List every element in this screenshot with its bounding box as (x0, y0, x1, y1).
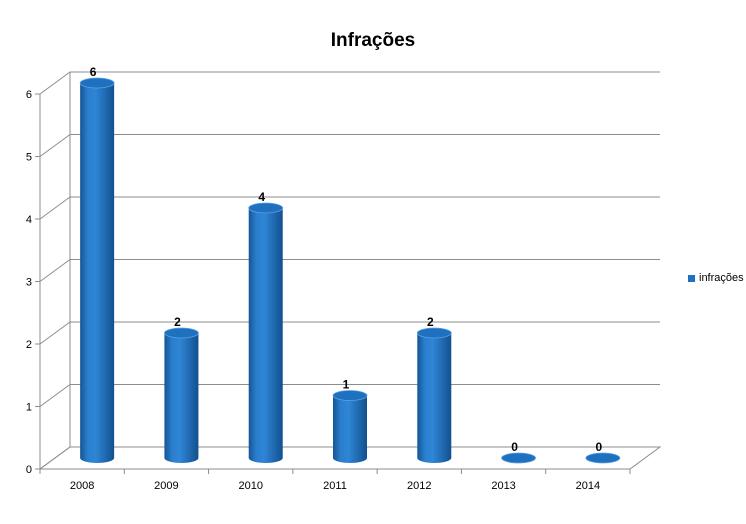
data-label: 1 (343, 378, 350, 392)
y-tick-label: 0 (26, 464, 32, 476)
chart-data-labels: 6 2 4 1 2 0 0 (90, 65, 603, 454)
x-tick-label: 2014 (576, 480, 600, 492)
bar-2014 (585, 452, 621, 464)
chart-bars (79, 77, 621, 464)
bar-2010 (248, 202, 284, 463)
data-label: 2 (174, 315, 181, 329)
gridline-side-1 (39, 384, 71, 407)
x-tick-label: 2011 (323, 480, 347, 492)
bar-2009 (164, 327, 199, 463)
x-tick-label: 2009 (154, 480, 178, 492)
bar-top (79, 77, 115, 89)
bar-2013 (501, 452, 536, 464)
legend: infrações (688, 272, 744, 284)
bar-top (416, 327, 452, 339)
x-tick-label: 2013 (491, 480, 515, 492)
bar-top (585, 452, 621, 464)
y-tick-label: 5 (26, 152, 32, 164)
bar-top (501, 452, 536, 464)
y-tick-label: 4 (26, 214, 32, 226)
gridline-side-3 (39, 259, 71, 282)
legend-label: infrações (699, 272, 744, 284)
y-tick-label: 6 (26, 89, 32, 101)
x-tick-label: 2008 (70, 480, 94, 492)
legend-swatch (688, 274, 695, 282)
data-label: 0 (511, 440, 518, 454)
x-tick-label: 2012 (407, 480, 431, 492)
gridline-side-0 (39, 446, 71, 470)
bar-body (164, 333, 199, 463)
data-label: 0 (596, 440, 603, 454)
bar-2008 (79, 77, 115, 463)
gridline-side-2 (39, 321, 71, 345)
data-label: 4 (258, 190, 265, 204)
bar-2012 (416, 327, 452, 463)
y-tick-label: 1 (26, 402, 32, 414)
y-tick-label: 2 (26, 339, 32, 351)
bar-2011 (332, 390, 368, 463)
bar-body (248, 208, 283, 463)
gridline-side-4 (39, 196, 71, 220)
bar-top (248, 202, 284, 214)
gridline-side-5 (39, 134, 71, 157)
gridline-side-6 (39, 71, 71, 95)
bar-body (80, 83, 115, 463)
bar-top (332, 390, 368, 401)
data-label: 2 (427, 315, 434, 329)
bar-body (333, 395, 367, 463)
x-tick-label: 2010 (238, 480, 262, 492)
chart-title: Infrações (330, 30, 416, 51)
bar-body (417, 333, 452, 463)
y-tick-label: 3 (26, 277, 32, 289)
bar-top (164, 327, 199, 339)
data-label: 6 (90, 65, 97, 79)
